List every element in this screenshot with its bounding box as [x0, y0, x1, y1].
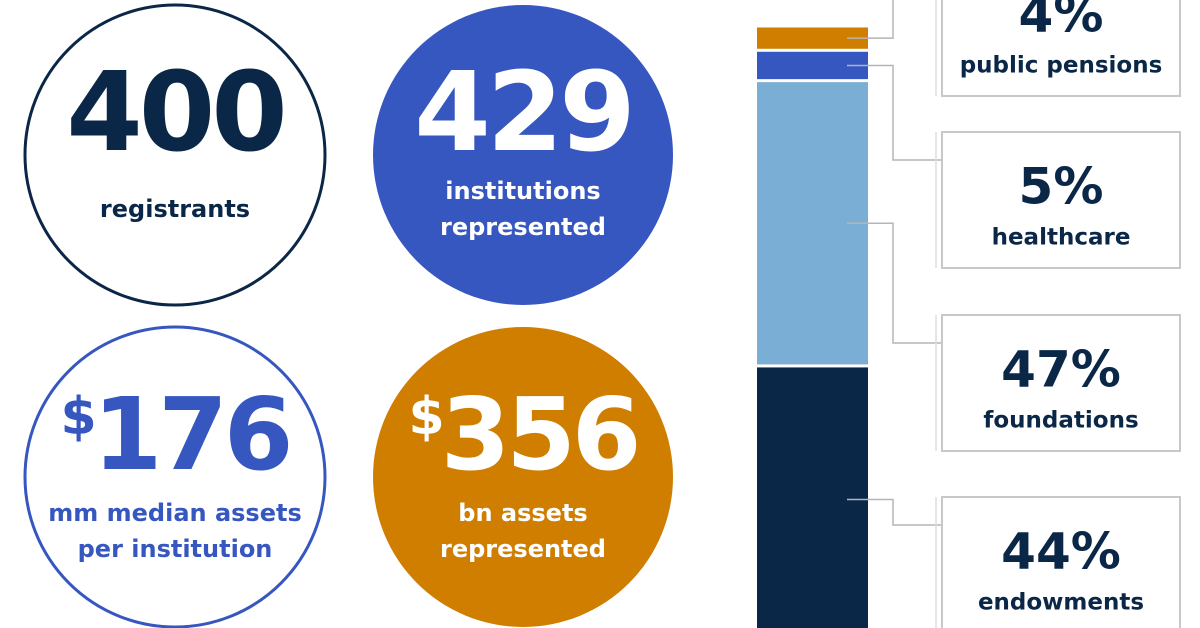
stat-caption: represented — [440, 535, 606, 563]
segment-name: foundations — [983, 408, 1138, 434]
segment-percent: 47% — [1001, 341, 1121, 399]
stat-caption: bn assets — [458, 499, 587, 527]
stat-caption: registrants — [100, 195, 250, 223]
segment-percent: 44% — [1001, 523, 1121, 581]
stat-caption: institutions — [445, 177, 600, 205]
stat-value: 429 — [414, 48, 632, 176]
leader-line — [847, 222, 942, 344]
leader-line — [847, 498, 942, 526]
stat-number: $356 — [409, 376, 638, 493]
stat-value: 356 — [441, 376, 638, 493]
stat-value: 176 — [93, 376, 290, 493]
segment-name: endowments — [978, 590, 1144, 616]
stat-prefix: $ — [61, 387, 94, 447]
stat-number: 400 — [66, 48, 284, 176]
bar-segment — [757, 367, 868, 628]
stat-value: 400 — [66, 48, 284, 176]
label-box — [941, 314, 1181, 452]
bar-segment — [757, 27, 868, 49]
leader-line — [847, 0, 894, 39]
label-box — [941, 496, 1181, 628]
stat-circle — [373, 327, 673, 627]
segment-percent: 5% — [1019, 158, 1104, 216]
stat-circle — [23, 325, 327, 628]
stat-caption: mm median assets — [48, 499, 302, 527]
stat-circle — [23, 3, 327, 307]
stat-circle — [373, 5, 673, 305]
stat-number: $176 — [61, 376, 290, 493]
label-box — [941, 131, 1181, 269]
segment-percent: 4% — [1019, 0, 1104, 44]
stat-number: 429 — [414, 48, 632, 176]
stat-prefix: $ — [409, 387, 442, 447]
stat-caption: per institution — [78, 535, 273, 563]
stat-caption: represented — [440, 213, 606, 241]
segment-name: public pensions — [960, 53, 1163, 79]
label-box — [941, 0, 1181, 97]
segment-name: healthcare — [992, 225, 1131, 251]
leader-line — [847, 64, 942, 161]
